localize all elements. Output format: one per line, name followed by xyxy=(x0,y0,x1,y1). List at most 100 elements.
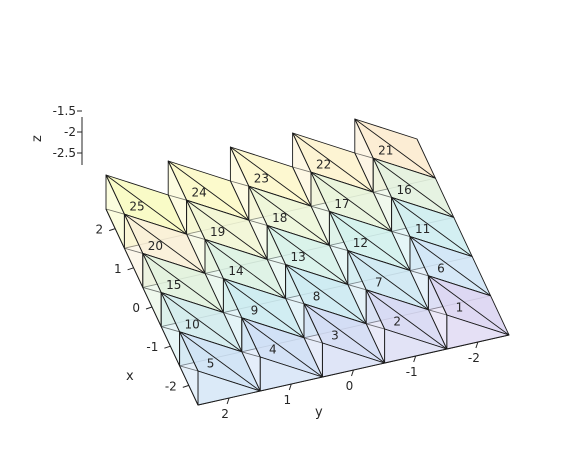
x-tick-mark xyxy=(182,384,189,388)
mesh-element-inner-edge xyxy=(124,247,143,254)
x-tick-label: 2 xyxy=(96,223,104,237)
mesh-element-diagonal xyxy=(303,303,385,364)
x-axis-label: x xyxy=(126,369,134,384)
mesh-element-label: 21 xyxy=(378,144,393,158)
mesh-element-label: 25 xyxy=(129,200,144,214)
mesh-element-inner-edge xyxy=(391,230,411,238)
y-tick-mark xyxy=(413,355,417,363)
mesh-element-label: 7 xyxy=(375,275,383,289)
mesh-element-inner-edge xyxy=(354,152,374,159)
mesh-element-label: 5 xyxy=(207,357,215,371)
mesh-element-label: 4 xyxy=(269,343,277,357)
mesh-elements: 2122232425161718192011121314156789101234… xyxy=(105,118,510,406)
y-tick-label: 0 xyxy=(346,379,354,393)
mesh-element-diagonal xyxy=(248,185,330,246)
mesh-element-diagonal xyxy=(266,225,349,285)
mesh-element-inner-edge xyxy=(230,180,249,187)
mesh-element-inner-edge xyxy=(204,272,224,280)
mesh-element-label: 16 xyxy=(397,183,412,197)
y-tick-mark xyxy=(226,397,230,405)
mesh-element-label: 13 xyxy=(291,250,306,264)
mesh-element-inner-edge xyxy=(366,323,385,330)
mesh-element-label: 11 xyxy=(415,222,430,236)
mesh-element-label: 6 xyxy=(437,261,445,275)
z-tick-label: -1.5 xyxy=(53,104,76,118)
mesh-element-label: 24 xyxy=(192,186,207,200)
x-tick-label: -1 xyxy=(146,340,158,354)
mesh-element-inner-edge xyxy=(105,208,125,215)
mesh-element-diagonal xyxy=(409,236,491,297)
mesh-element-diagonal xyxy=(354,118,436,179)
x-tick-mark xyxy=(109,228,116,232)
mesh-element-inner-edge xyxy=(186,233,206,240)
mesh-element-label: 17 xyxy=(334,197,349,211)
mesh-element-inner-edge xyxy=(267,258,286,266)
mesh-element-inner-edge xyxy=(241,351,261,358)
mesh-element-diagonal xyxy=(329,211,411,271)
mesh-element-diagonal xyxy=(292,132,374,193)
mesh-element-inner-edge xyxy=(310,205,330,212)
mesh-element-diagonal xyxy=(372,157,455,218)
mesh-element-diagonal xyxy=(241,317,323,378)
mesh-element-2: 2 xyxy=(365,289,448,364)
mesh-element-inner-edge xyxy=(161,326,180,333)
y-tick-label: 2 xyxy=(221,407,229,421)
mesh-element-1: 1 xyxy=(427,275,510,350)
mesh-element-diagonal xyxy=(365,289,448,350)
x-tick-label: 1 xyxy=(114,262,122,276)
mesh-element-diagonal xyxy=(230,146,312,207)
y-tick-label: -1 xyxy=(406,365,418,379)
z-tick-label: -2.5 xyxy=(53,146,76,160)
mesh-element-label: 2 xyxy=(393,315,401,329)
mesh-element-label: 3 xyxy=(331,329,339,343)
x-tick-mark xyxy=(164,345,171,349)
mesh-element-diagonal xyxy=(124,213,206,274)
y-tick-mark xyxy=(351,369,354,377)
mesh-element-inner-edge xyxy=(292,166,312,173)
mesh-element-label: 23 xyxy=(254,172,269,186)
mesh-element-diagonal xyxy=(167,160,250,221)
mesh-element-inner-edge xyxy=(409,270,429,277)
mesh-element-inner-edge xyxy=(142,286,162,294)
x-tick-label: -2 xyxy=(165,379,177,393)
mesh-element-label: 10 xyxy=(185,317,200,331)
y-tick-label: 1 xyxy=(283,393,291,407)
mesh-element-inner-edge xyxy=(373,191,392,198)
x-tick-mark xyxy=(127,267,134,271)
mesh-element-inner-edge xyxy=(347,284,367,291)
mesh-element-inner-edge xyxy=(179,365,199,372)
x-tick-label: 0 xyxy=(132,301,140,315)
x-tick-mark xyxy=(145,306,153,310)
mesh-element-inner-edge xyxy=(168,194,187,201)
mesh-element-5: 5 xyxy=(179,331,261,406)
mesh-element-3: 3 xyxy=(303,303,386,378)
mesh-element-label: 19 xyxy=(210,225,225,239)
mesh-element-diagonal xyxy=(179,331,261,392)
mesh-element-label: 14 xyxy=(228,264,243,278)
mesh-element-diagonal xyxy=(204,239,286,299)
mesh-element-diagonal xyxy=(142,253,224,313)
mesh-element-inner-edge xyxy=(248,219,268,226)
mesh-element-diagonal xyxy=(428,275,510,336)
mesh-element-inner-edge xyxy=(428,309,447,316)
mesh-element-diagonal xyxy=(347,250,429,311)
z-tick-label: -2 xyxy=(64,125,76,139)
mesh-element-inner-edge xyxy=(285,298,305,305)
mesh-element-label: 18 xyxy=(272,211,287,225)
mesh-element-diagonal xyxy=(285,264,367,325)
mesh-element-label: 1 xyxy=(456,301,464,315)
mesh-element-diagonal xyxy=(186,199,268,260)
mesh-element-inner-edge xyxy=(303,337,323,344)
mesh-element-inner-edge xyxy=(329,244,348,252)
y-tick-mark xyxy=(475,341,479,349)
mesh-element-label: 22 xyxy=(316,158,331,172)
mesh-element-diagonal xyxy=(105,174,187,235)
y-axis-label: y xyxy=(315,405,323,420)
mesh-element-label: 20 xyxy=(148,239,163,253)
mesh-element-diagonal xyxy=(160,292,243,353)
mesh-element-label: 12 xyxy=(353,236,368,250)
y-tick-mark xyxy=(288,383,292,391)
mesh-element-label: 15 xyxy=(166,278,181,292)
